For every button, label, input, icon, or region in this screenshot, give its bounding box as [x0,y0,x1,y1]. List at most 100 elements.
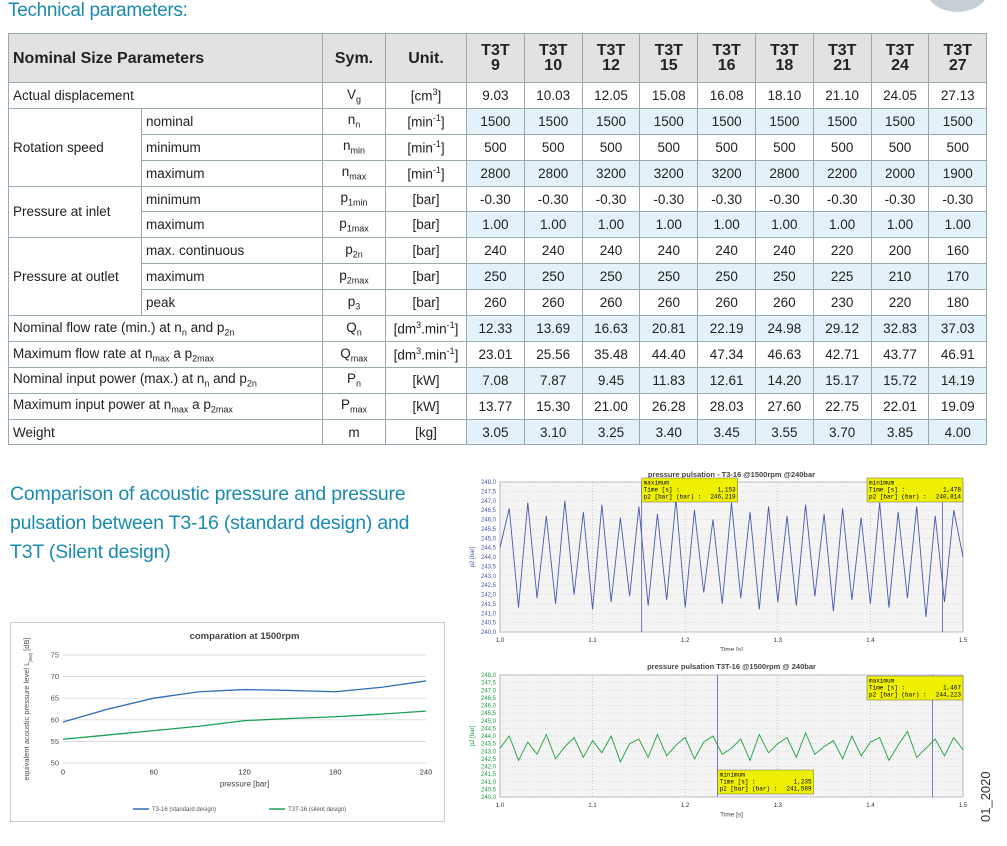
text-part: Rotation speed [13,139,104,155]
unit-cell: [bar] [385,211,467,239]
text-part: Q [340,345,351,361]
annotation-box [866,675,964,701]
y-tick-label: 244,5 [481,726,497,732]
value-cell: 240 [754,237,814,265]
value-cell: 220 [812,237,872,265]
model-header: T3T 10 [523,33,583,83]
value-cell: 1.00 [928,211,988,239]
value-cell: 1500 [697,107,756,135]
row-label: Nominal flow rate (min.) at nn and p2n [8,315,323,342]
unit-cell: [min-1] [385,107,467,135]
subscript: n [181,327,187,338]
annotation-value: 246,219 [710,494,736,501]
x-tick-label: 1.2 [681,803,690,809]
x-tick-label: 180 [329,768,342,777]
value-cell: 500 [466,133,525,161]
value-cell: 500 [523,133,583,161]
subscript: 2n [352,249,363,260]
value-cell: 240 [639,237,699,265]
value-cell: 3.85 [870,418,930,446]
chart: comparation at 1500rpm 50 55 60 65 70 75 0 60 120… [10,622,445,822]
value-cell: -0.30 [870,185,930,213]
value-cell: 19.09 [928,392,988,420]
sub-label: nominal [141,107,323,135]
subscript: 2max [210,404,233,415]
header-cell: Sym. [322,33,386,83]
text-part: [bar] [412,243,440,259]
annotation-caption: Time [s] : [869,487,905,494]
superscript: -1 [432,113,441,124]
value-cell: 225 [812,263,872,291]
text-part: V [346,86,356,102]
annotation-caption: Time [s] : [644,487,680,494]
unit-cell: [cm3] [385,82,467,109]
value-cell: 43.77 [870,340,930,368]
value-cell: 32.83 [870,315,930,342]
value-cell: 250 [523,263,583,291]
text-part: [kW] [412,372,440,388]
value-cell: 260 [523,289,583,317]
subscript: max [152,353,170,364]
value-cell: 3200 [639,159,699,187]
text-part: ] [454,321,459,337]
value-cell: 3.40 [639,418,699,446]
value-cell: -0.30 [928,185,988,213]
text-part: n [342,138,351,154]
value-cell: 3.05 [466,418,525,446]
subscript: max [350,353,368,364]
symbol-cell: p3 [322,289,386,317]
text-part: [dB] [22,637,31,652]
table-row: Maximum flow rate at nmax a p2max Qmax [dm… [8,340,988,368]
y-tick-label: 75 [51,651,59,660]
model-header-line: T3T [943,42,972,59]
value-cell: 220 [870,289,930,317]
series-line [499,498,964,618]
value-cell: 3.10 [523,418,583,446]
value-cell: 23.01 [466,340,525,368]
value-cell: 27.60 [754,392,814,420]
x-tick-label: 1.3 [774,803,783,809]
x-tick-label: 60 [150,768,158,777]
text-part: [min [407,114,433,130]
value-cell: 1500 [928,107,988,135]
model-header-line: T3T [481,42,510,59]
model-header-line: 27 [948,57,967,74]
value-cell: 250 [581,263,641,291]
subscript: n [204,379,210,390]
value-cell: 3200 [697,159,756,187]
value-cell: -0.30 [697,185,756,213]
value-cell: 15.08 [639,82,699,109]
text-part: and p [209,371,247,387]
text-part: .min [421,347,447,363]
model-header-line: T3T [885,42,915,59]
value-cell: 3.45 [697,418,756,446]
model-header-line: T3T [770,42,799,59]
value-cell: 1500 [870,107,930,135]
x-tick-label: 1.0 [496,638,505,644]
value-cell: 4.00 [928,418,988,446]
value-cell: 200 [870,237,930,265]
value-cell: 1.00 [697,211,756,239]
text-part: [min [407,140,433,156]
sub-label: maximum [141,263,323,291]
value-cell: 22.19 [697,315,756,342]
y-tick-label: 240,0 [481,630,497,636]
subscript: 3 [355,301,361,312]
unit-cell: [kW] [385,392,467,420]
value-cell: 1500 [754,107,814,135]
model-header: T3T 15 [639,33,699,83]
value-cell: 15.72 [870,366,930,394]
unit-cell: [bar] [385,185,467,213]
text-part: [bar] [412,191,440,207]
model-header-line: 12 [602,57,620,74]
unit-cell: [bar] [385,263,467,291]
value-cell: 1.00 [523,211,583,239]
y-tick-label: 241,0 [481,611,497,617]
value-cell: -0.30 [812,185,872,213]
y-tick-label: 247,0 [481,499,497,505]
y-tick-label: 242,0 [481,593,497,599]
text-part: Nominal input power (max.) at n [13,371,205,387]
header-cell: Unit. [385,33,467,83]
text-part: Pressure at outlet [13,269,119,285]
symbol-cell: p2max [322,263,386,291]
